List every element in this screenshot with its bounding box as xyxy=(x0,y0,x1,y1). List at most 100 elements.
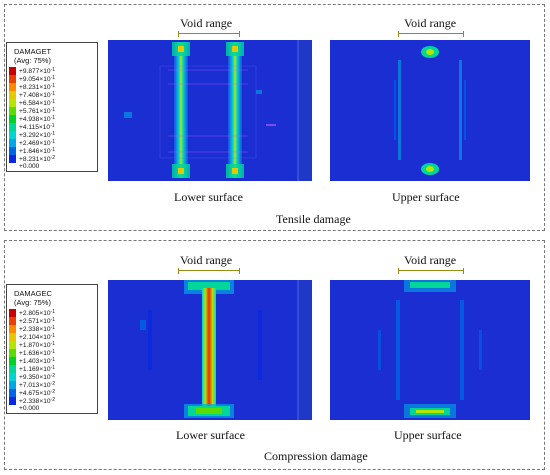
legend-swatch xyxy=(9,381,16,389)
tensile-upper-surface-contour xyxy=(330,40,530,181)
legend-value: +9.054×10-1 xyxy=(19,75,55,83)
legend-swatch xyxy=(9,357,16,365)
legend-row: +7.408×10-1 xyxy=(9,91,55,99)
legend-swatch xyxy=(9,309,16,317)
legend-row: +2.805×10-1 xyxy=(9,309,55,317)
legend-value: +2.104×10-1 xyxy=(19,333,55,341)
compression-upper-surface-label: Upper surface xyxy=(394,428,462,442)
legend-value: +0.000 xyxy=(19,405,40,412)
legend-title: DAMAGET xyxy=(14,47,52,56)
legend-row: +4.115×10-1 xyxy=(9,123,55,131)
legend-value: +9.877×10-1 xyxy=(19,67,55,75)
compression-damage-panel xyxy=(4,240,545,470)
legend-swatch xyxy=(9,123,16,131)
legend-value: +2.338×10-1 xyxy=(19,325,55,333)
legend-row: +9.350×10-2 xyxy=(9,373,55,381)
tensile-damage-caption: Tensile damage xyxy=(276,212,351,226)
tensile-lower-surface-label: Lower surface xyxy=(174,190,243,204)
legend-value: +1.870×10-1 xyxy=(19,341,55,349)
legend-swatch xyxy=(9,67,16,75)
void-range-marker-upper xyxy=(398,31,464,37)
legend-swatch xyxy=(9,115,16,123)
tensile-legend: DAMAGET (Avg: 75%) +9.877×10-1 +9.054×10-… xyxy=(6,42,98,172)
legend-value: +1.169×10-1 xyxy=(19,365,55,373)
legend-row: +1.870×10-1 xyxy=(9,341,55,349)
legend-swatch xyxy=(9,147,16,155)
legend-row: +1.646×10-1 xyxy=(9,147,55,155)
void-range-label-lower: Void range xyxy=(180,253,233,267)
legend-row: +7.013×10-2 xyxy=(9,381,55,389)
legend-row: +2.104×10-1 xyxy=(9,333,55,341)
legend-value: +3.292×10-1 xyxy=(19,131,55,139)
legend-row: +6.584×10-1 xyxy=(9,99,55,107)
legend-swatch xyxy=(9,163,16,171)
legend-value: +4.115×10-1 xyxy=(19,123,55,131)
legend-value: +1.403×10-1 xyxy=(19,357,55,365)
legend-swatch xyxy=(9,389,16,397)
legend-row: +2.338×10-1 xyxy=(9,325,55,333)
legend-row: +1.403×10-1 xyxy=(9,357,55,365)
legend-row: +3.292×10-1 xyxy=(9,131,55,139)
legend-value: +8.231×10-1 xyxy=(19,83,55,91)
legend-row: +1.636×10-1 xyxy=(9,349,55,357)
legend-value: +9.350×10-2 xyxy=(19,373,55,381)
legend-row: +9.054×10-1 xyxy=(9,75,55,83)
compression-lower-surface-label: Lower surface xyxy=(176,428,245,442)
legend-row: +9.877×10-1 xyxy=(9,67,55,75)
legend-value: +4.675×10-2 xyxy=(19,389,55,397)
void-range-label-lower: Void range xyxy=(180,16,233,30)
legend-row: +0.000 xyxy=(9,163,39,171)
legend-row: +1.169×10-1 xyxy=(9,365,55,373)
legend-swatch xyxy=(9,325,16,333)
void-range-marker-upper xyxy=(398,268,464,274)
legend-value: +2.469×10-1 xyxy=(19,139,55,147)
legend-value: +2.805×10-1 xyxy=(19,309,55,317)
legend-row: +2.469×10-1 xyxy=(9,139,55,147)
legend-value: +7.013×10-2 xyxy=(19,381,55,389)
legend-row: +4.938×10-1 xyxy=(9,115,55,123)
tensile-upper-surface-label: Upper surface xyxy=(392,190,460,204)
void-range-marker-lower xyxy=(178,268,240,274)
compression-damage-caption: Compression damage xyxy=(264,449,368,463)
legend-swatch xyxy=(9,75,16,83)
legend-swatch xyxy=(9,99,16,107)
compression-lower-surface-contour xyxy=(108,280,312,420)
legend-swatch xyxy=(9,405,16,413)
void-range-label-upper: Void range xyxy=(404,253,457,267)
legend-swatch xyxy=(9,155,16,163)
tensile-lower-surface-contour xyxy=(108,40,312,181)
legend-value: +7.408×10-1 xyxy=(19,91,55,99)
legend-swatch xyxy=(9,333,16,341)
legend-value: +2.571×10-1 xyxy=(19,317,55,325)
legend-swatch xyxy=(9,373,16,381)
legend-row: +4.675×10-2 xyxy=(9,389,55,397)
legend-row: +0.000 xyxy=(9,405,39,413)
legend-value: +0.000 xyxy=(19,163,40,170)
compression-legend: DAMAGEC (Avg: 75%) +2.805×10-1 +2.571×10-… xyxy=(6,284,98,414)
legend-row: +2.338×10-2 xyxy=(9,397,55,405)
legend-swatch xyxy=(9,349,16,357)
legend-subtitle: (Avg: 75%) xyxy=(14,298,51,307)
legend-subtitle: (Avg: 75%) xyxy=(14,56,51,65)
legend-swatch xyxy=(9,91,16,99)
legend-swatch xyxy=(9,83,16,91)
void-range-marker-lower xyxy=(178,31,240,37)
legend-value: +5.761×10-1 xyxy=(19,107,55,115)
legend-value: +1.636×10-1 xyxy=(19,349,55,357)
legend-value: +1.646×10-1 xyxy=(19,147,55,155)
legend-value: +8.231×10-2 xyxy=(19,155,55,163)
legend-value: +2.338×10-2 xyxy=(19,397,55,405)
legend-row: +8.231×10-2 xyxy=(9,155,55,163)
legend-swatch xyxy=(9,397,16,405)
legend-swatch xyxy=(9,317,16,325)
legend-swatch xyxy=(9,341,16,349)
legend-swatch xyxy=(9,139,16,147)
legend-title: DAMAGEC xyxy=(14,289,52,298)
legend-row: +2.571×10-1 xyxy=(9,317,55,325)
compression-upper-surface-contour xyxy=(330,280,530,420)
void-range-label-upper: Void range xyxy=(404,16,457,30)
legend-swatch xyxy=(9,131,16,139)
tensile-damage-panel xyxy=(4,4,545,231)
legend-row: +8.231×10-1 xyxy=(9,83,55,91)
legend-value: +6.584×10-1 xyxy=(19,99,55,107)
